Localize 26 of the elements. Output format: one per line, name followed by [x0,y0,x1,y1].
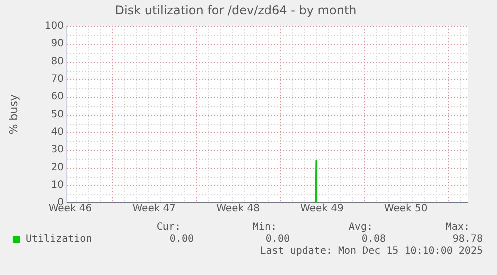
y-tick-label: 90 [51,38,64,50]
text: 98.78 [452,234,483,245]
text: 0.00 [170,234,194,245]
y-tick-label: 10 [51,180,64,191]
y-tick-label: 50 [51,109,64,120]
y-tick-label: 100 [44,20,64,32]
chart-title: Disk utilization for /dev/zd64 - by month [115,3,357,18]
y-axis-title: % busy [7,94,20,135]
y-tick-label: 40 [51,126,64,138]
text: 0.00 [266,234,290,245]
x-tick-label: Week 50 [384,204,428,215]
text: Min: [252,222,277,233]
x-tick-label: Week 48 [216,204,260,215]
legend-label: Utilization [26,234,92,245]
y-tick-label: 70 [51,74,64,85]
y-tick-label: 30 [51,144,64,156]
text: Avg: [348,222,373,233]
text: Last update: Mon Dec 15 10:10:00 2025 [260,246,483,257]
y-tick-label: 20 [51,162,64,174]
text: Max: [446,222,470,233]
x-tick-label: Week 49 [300,204,344,215]
text: 0.08 [362,234,386,245]
x-tick-label: Week 47 [132,204,176,215]
text: Cur: [156,222,181,233]
y-tick-label: 80 [51,56,64,68]
y-tick-label: 60 [51,92,64,103]
